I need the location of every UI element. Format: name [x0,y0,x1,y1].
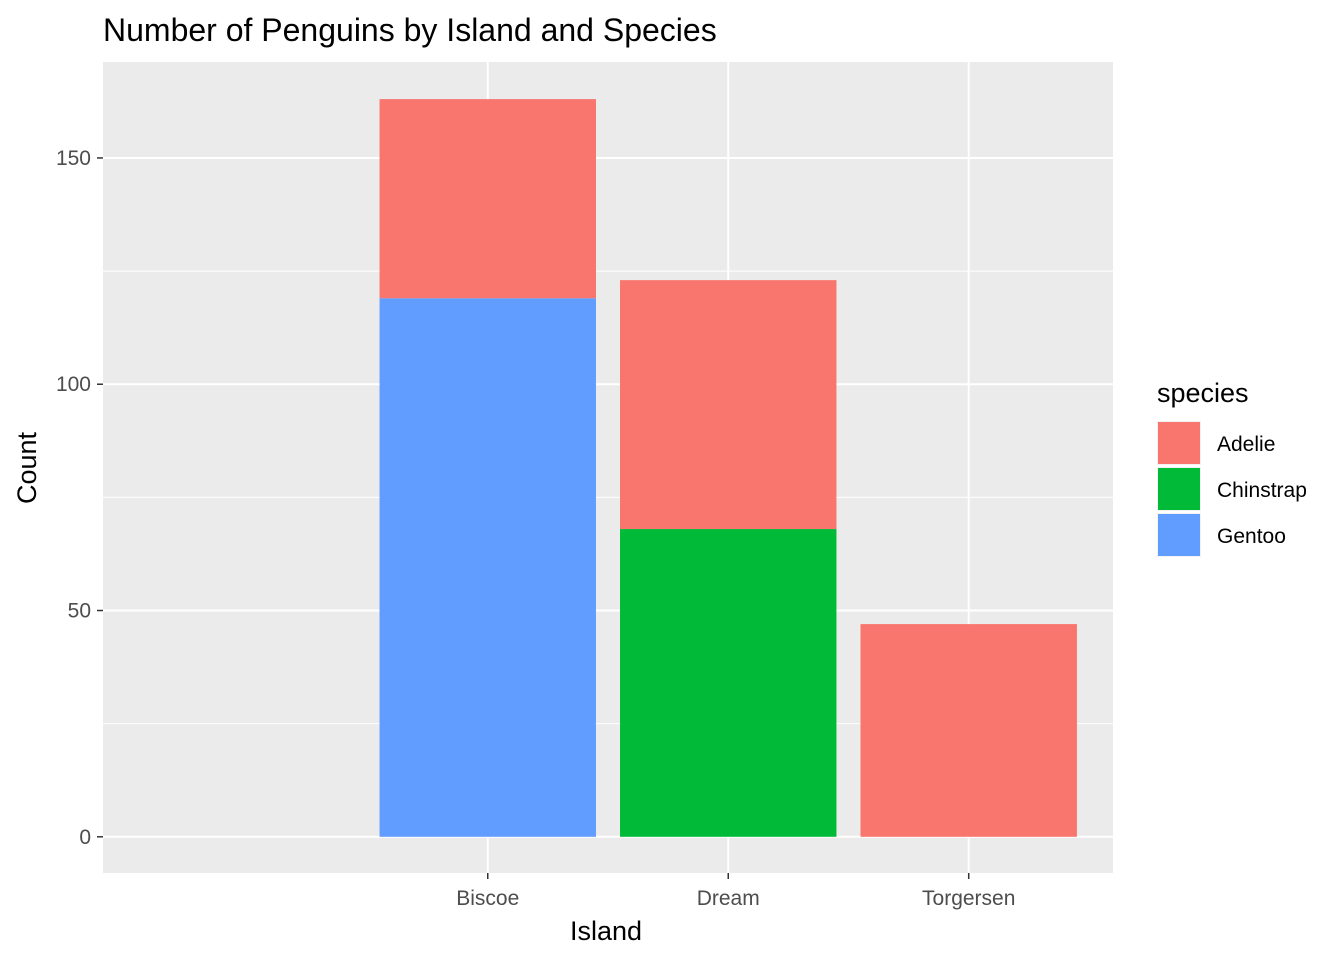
x-tick-label: Dream [697,887,760,910]
y-tick-label: 50 [68,600,91,623]
legend-label-gentoo: Gentoo [1217,525,1286,548]
chart-title: Number of Penguins by Island and Species [103,12,717,48]
bar-torgersen-adelie [860,624,1077,837]
y-tick-label: 100 [56,373,91,396]
x-tick-label: Biscoe [456,887,519,910]
y-tick-label: 0 [79,826,91,849]
bars [379,99,1077,837]
legend-title: species [1157,378,1249,408]
y-tick-label: 150 [56,147,91,170]
bar-biscoe-adelie [379,99,596,299]
x-axis-title: Island [570,916,642,946]
bar-biscoe-gentoo [379,298,596,837]
x-axis: Biscoe Dream Torgersen [456,873,1015,910]
x-tick-label: Torgersen [922,887,1015,910]
bar-dream-adelie [620,280,837,530]
legend-label-adelie: Adelie [1217,433,1275,456]
legend-key-adelie [1158,422,1200,464]
legend-key-gentoo [1158,514,1200,556]
y-axis-title: Count [12,431,42,504]
legend-key-chinstrap [1158,468,1200,510]
bar-dream-chinstrap [620,529,837,837]
legend: species Adelie Chinstrap Gentoo [1157,378,1307,557]
y-axis: 0 50 100 150 [56,147,103,849]
legend-label-chinstrap: Chinstrap [1217,479,1307,502]
